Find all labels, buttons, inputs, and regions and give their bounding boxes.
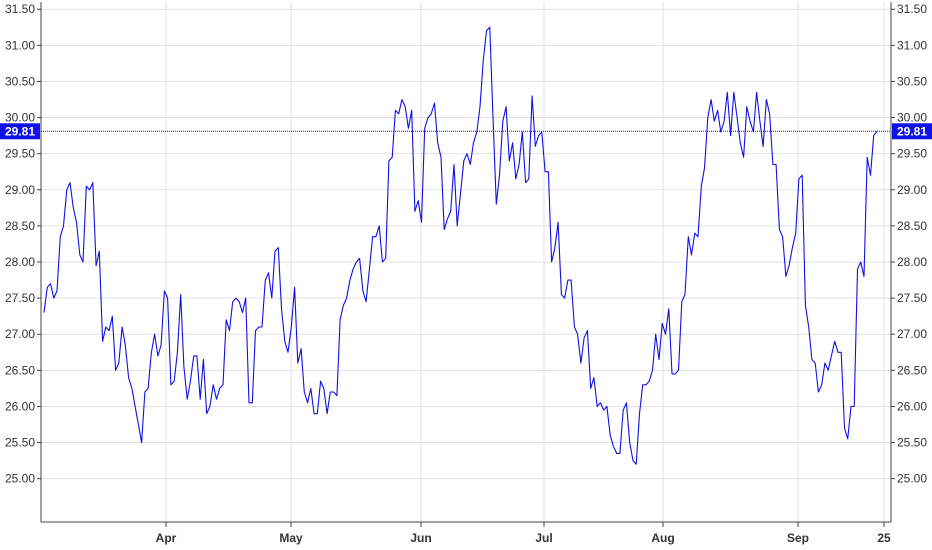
last-value-label-right-bg bbox=[892, 123, 932, 140]
y-tick-label-left: 29.00 bbox=[5, 183, 35, 197]
grid bbox=[41, 2, 891, 522]
y-tick-label-right: 26.00 bbox=[897, 399, 927, 413]
x-tick-label: Jun bbox=[410, 531, 431, 545]
y-tick-label-right: 31.00 bbox=[897, 38, 927, 52]
y-tick-label-right: 25.50 bbox=[897, 436, 927, 450]
y-tick-label-right: 29.50 bbox=[897, 147, 927, 161]
y-tick-label-left: 31.50 bbox=[5, 2, 35, 16]
y-tick-label-right: 30.50 bbox=[897, 74, 927, 88]
series bbox=[41, 26, 891, 465]
last-value-label-left: 29.81 bbox=[5, 124, 35, 138]
y-tick-label-left: 28.50 bbox=[5, 219, 35, 233]
x-tick-label: Jul bbox=[535, 531, 552, 545]
y-tick-label-right: 26.50 bbox=[897, 363, 927, 377]
y-tick-label-left: 28.00 bbox=[5, 255, 35, 269]
y-tick-label-right: 29.00 bbox=[897, 183, 927, 197]
y-tick-label-right: 28.00 bbox=[897, 255, 927, 269]
y-tick-label-left: 25.50 bbox=[5, 436, 35, 450]
y-tick-label-left: 27.00 bbox=[5, 327, 35, 341]
last-value-label-left-bg bbox=[0, 123, 40, 140]
x-tick-label: 25 bbox=[877, 531, 891, 545]
x-tick-label: Aug bbox=[651, 531, 674, 545]
y-tick-label-right: 31.50 bbox=[897, 2, 927, 16]
y-tick-label-left: 30.50 bbox=[5, 74, 35, 88]
x-tick-label: Sep bbox=[787, 531, 809, 545]
y-tick-label-right: 25.00 bbox=[897, 472, 927, 486]
price-series-line bbox=[43, 26, 878, 465]
price-labels: 29.81 29.81 bbox=[0, 123, 932, 140]
y-tick-label-right: 30.00 bbox=[897, 111, 927, 125]
y-tick-label-left: 31.00 bbox=[5, 38, 35, 52]
y-tick-label-left: 29.50 bbox=[5, 147, 35, 161]
y-tick-label-right: 27.50 bbox=[897, 291, 927, 305]
x-tick-label: May bbox=[279, 531, 303, 545]
y-tick-label-left: 27.50 bbox=[5, 291, 35, 305]
y-tick-label-left: 26.50 bbox=[5, 363, 35, 377]
y-tick-label-left: 26.00 bbox=[5, 399, 35, 413]
y-tick-label-left: 30.00 bbox=[5, 111, 35, 125]
last-value-label-right: 29.81 bbox=[897, 124, 927, 138]
y-tick-label-left: 25.00 bbox=[5, 472, 35, 486]
y-tick-label-right: 27.00 bbox=[897, 327, 927, 341]
y-tick-label-right: 28.50 bbox=[897, 219, 927, 233]
x-tick-label: Apr bbox=[156, 531, 177, 545]
axes: 25.00 25.00 25.50 25.50 26.00 26.00 26.50 26.50… bbox=[5, 2, 927, 545]
